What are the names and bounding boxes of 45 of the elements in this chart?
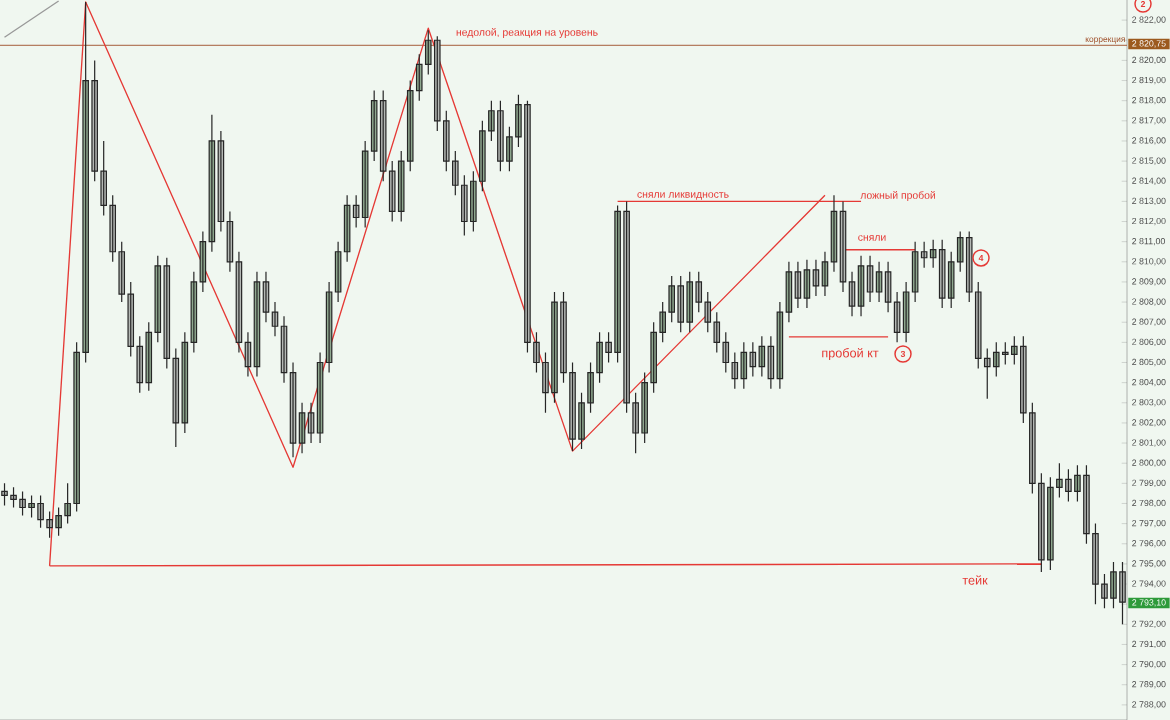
y-tick-label: 2 799,00 xyxy=(1132,479,1166,487)
y-tick-label: 2 801,00 xyxy=(1132,439,1166,447)
y-tick-label: 2 820,00 xyxy=(1132,56,1166,65)
annotation: сняли xyxy=(858,235,886,241)
y-tick-label: 2 797,00 xyxy=(1132,519,1166,528)
text: 2 793,10 xyxy=(1132,599,1166,607)
annotation: сняли ликвидность xyxy=(637,192,729,200)
ref-line-label: коррекция xyxy=(1085,37,1125,44)
y-tick-label: 2 804,00 xyxy=(1132,379,1166,387)
y-tick-label: 2 795,00 xyxy=(1132,560,1166,568)
y-tick-label: 2 803,00 xyxy=(1132,399,1166,407)
text: 2 820,75 xyxy=(1132,40,1166,48)
y-tick-label: 2 809,00 xyxy=(1132,278,1166,286)
y-tick-label: 2 807,00 xyxy=(1132,318,1166,326)
y-tick-label: 2 805,00 xyxy=(1132,358,1166,367)
annotation: ложный пробой xyxy=(860,191,936,201)
y-tick-label: 2 822,00 xyxy=(1132,16,1166,24)
y-tick-label: 2 798,00 xyxy=(1132,499,1166,508)
y-tick-label: 2 808,00 xyxy=(1132,298,1166,306)
annotation: недолой, реакция на уровень xyxy=(456,28,598,38)
y-tick-label: 2 794,00 xyxy=(1132,580,1166,588)
y-tick-label: 2 806,00 xyxy=(1132,338,1166,346)
y-tick-label: 2 791,00 xyxy=(1132,640,1166,649)
y-tick-label: 2 813,00 xyxy=(1132,197,1166,206)
y-tick-label: 2 812,00 xyxy=(1132,217,1166,226)
annotation: пробой кт xyxy=(822,347,879,361)
y-tick-label: 2 816,00 xyxy=(1132,137,1166,145)
y-tick-label: 2 792,00 xyxy=(1132,620,1166,628)
y-tick-label: 2 802,00 xyxy=(1132,419,1166,427)
y-tick-label: 2 817,00 xyxy=(1132,117,1166,125)
y-tick-label: 2 796,00 xyxy=(1132,540,1166,548)
y-tick-label: 2 789,00 xyxy=(1132,681,1166,689)
y-tick-label: 2 818,00 xyxy=(1132,97,1166,105)
annotation: 3 xyxy=(900,350,906,358)
y-tick-label: 2 790,00 xyxy=(1132,660,1166,669)
y-tick-label: 2 815,00 xyxy=(1132,157,1166,165)
y-tick-label: 2 814,00 xyxy=(1132,177,1166,185)
y-tick-label: 2 788,00 xyxy=(1132,701,1166,709)
y-tick-label: 2 811,00 xyxy=(1132,238,1165,246)
y-tick-label: 2 819,00 xyxy=(1132,76,1166,85)
y-tick-label: 2 810,00 xyxy=(1132,258,1166,266)
y-tick-label: 2 800,00 xyxy=(1132,459,1166,467)
annotation: 4 xyxy=(978,255,984,261)
annotation: тейк xyxy=(962,575,988,585)
text: 2 xyxy=(1140,0,1146,8)
